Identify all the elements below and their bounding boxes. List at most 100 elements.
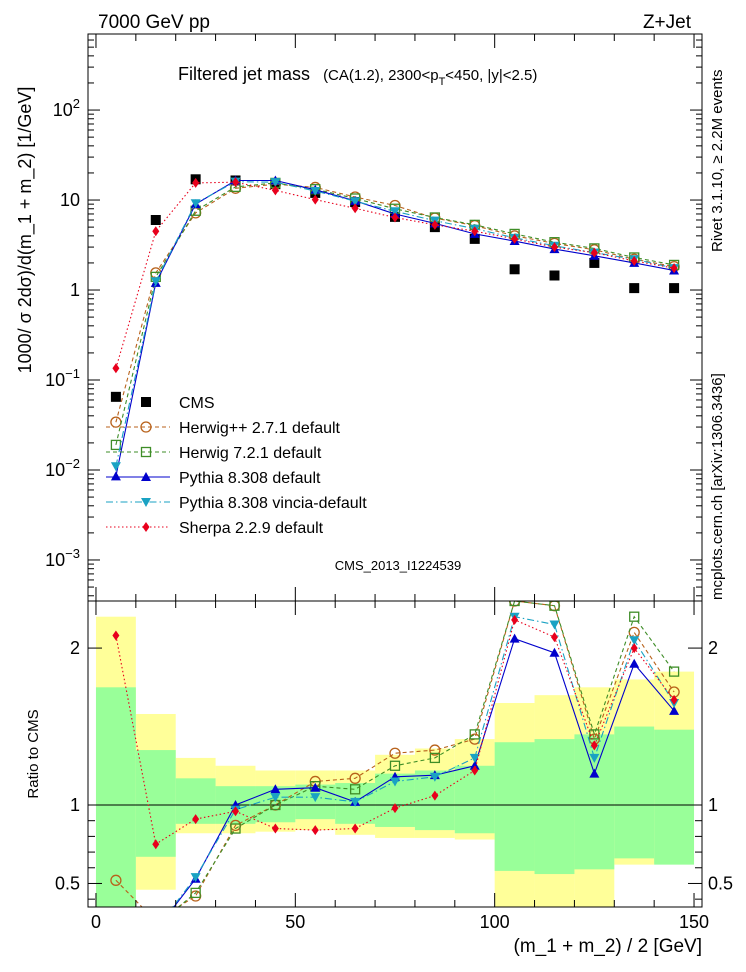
series-point-5-8: [431, 219, 439, 230]
ratio-point-3-11: [549, 647, 560, 657]
main-y-tick-label-3: 1: [70, 280, 80, 300]
ratio-point-5-11: [550, 632, 558, 643]
ratio-x-ticks: [95, 601, 695, 907]
ratio-point-4-7: [390, 777, 400, 787]
main-y-tick-label-5: 102: [53, 96, 80, 120]
ratio-point-2-10: [509, 601, 520, 607]
ratio-point-2-12: [589, 729, 600, 740]
legend-item-5: Sherpa 2.2.9 default: [106, 520, 324, 537]
series-point-5-12: [590, 247, 598, 258]
series-point-5-4: [271, 185, 279, 196]
x-tick-label-0: 0: [91, 912, 101, 932]
ratio-point-2-8: [429, 752, 441, 764]
ratio-point-5-12: [590, 740, 598, 751]
ratio-point-4-11: [549, 620, 560, 630]
ratio-point-5-6: [351, 823, 359, 834]
ratio-y-axis-label: Ratio to CMS: [25, 709, 42, 798]
ratio-point-5-14: [670, 694, 678, 705]
ratio-point-2-14: [668, 666, 680, 677]
ratio-point-3-4: [270, 784, 281, 794]
ratio-band-inner-14: [654, 729, 695, 865]
series-point-5-2: [192, 177, 200, 188]
ratio-y-tick-label-left-2: 2: [70, 638, 80, 658]
ratio-point-5-8: [431, 790, 439, 801]
chart-title-detail-suffix: <450, |y|<2.5): [445, 67, 537, 84]
series-line-1: [115, 183, 675, 423]
ratio-band-inner-0: [95, 687, 136, 907]
legend-label-2: Herwig 7.2.1 default: [179, 445, 322, 462]
ratio-point-3-12: [589, 768, 600, 778]
ratio-point-1-0: [110, 874, 122, 886]
ratio-band-inner-9: [454, 765, 495, 834]
ratio-panel: 0.5 0.5 1 1 2 2: [55, 600, 733, 908]
main-y-tick-label-4: 10: [60, 190, 80, 210]
series-point-5-7: [391, 212, 399, 223]
main-y-tick-label-0: 10−3: [45, 546, 80, 570]
ratio-y-tick-label-right-2: 2: [708, 638, 718, 658]
ratio-point-1-6: [349, 772, 361, 784]
ratio-point-4-5: [310, 793, 321, 803]
ratio-point-2-6: [349, 784, 361, 795]
legend: CMS Herwig++ 2.7.1 default Herwig 7.2.1 de…: [106, 395, 367, 537]
series-point-0-10: [509, 264, 520, 275]
x-tick-label-2: 100: [480, 912, 510, 932]
ratio-y-tick-label-left-0: 0.5: [55, 873, 80, 893]
ratio-point-4-4: [270, 793, 281, 803]
ratio-point-4-2: [190, 873, 201, 883]
legend-item-3: Pythia 8.308 default: [106, 470, 321, 487]
legend-item-1: Herwig++ 2.7.1 default: [106, 420, 341, 437]
x-tick-label-1: 50: [285, 912, 305, 932]
main-x-ticks: [95, 34, 695, 601]
series-point-3-0: [110, 471, 121, 481]
chart-title-main: Filtered jet mass: [178, 64, 310, 84]
series-point-0-14: [669, 283, 680, 294]
ratio-y-ticks: 0.5 0.5 1 1 2 2: [55, 638, 733, 900]
ratio-band-inner-10: [494, 742, 535, 871]
legend-marker-3: [141, 472, 151, 481]
legend-marker-5: [142, 522, 150, 532]
ratio-point-3-10: [509, 633, 520, 643]
chart-title-detail-sub: T: [439, 76, 446, 88]
ratio-point-1-8: [429, 744, 441, 756]
series-point-5-6: [351, 203, 359, 214]
legend-marker-1: [140, 421, 152, 433]
ratio-point-5-0: [112, 630, 120, 641]
legend-item-2: Herwig 7.2.1 default: [106, 445, 322, 462]
legend-label-0: CMS: [179, 395, 215, 412]
legend-label-3: Pythia 8.308 default: [179, 470, 321, 487]
series-point-5-1: [152, 226, 160, 237]
ratio-point-5-10: [511, 614, 519, 625]
series-point-0-9: [469, 233, 480, 244]
legend-marker-0: [141, 397, 151, 407]
ratio-point-3-9: [469, 760, 480, 770]
header-process: Z+Jet: [643, 12, 692, 33]
ratio-point-3-5: [310, 782, 321, 792]
series-point-0-12: [589, 257, 600, 268]
series-point-0-0: [110, 391, 121, 402]
legend-label-4: Pythia 8.308 vincia-default: [179, 495, 367, 512]
rivet-label: Rivet 3.1.10, ≥ 2.2M events: [709, 70, 726, 253]
ratio-y-tick-label-left-1: 1: [70, 795, 80, 815]
ratio-point-3-13: [629, 658, 640, 668]
series-point-0-13: [629, 283, 640, 294]
series-point-5-10: [511, 233, 519, 244]
series-point-4-1: [150, 277, 161, 287]
legend-item-0: CMS: [141, 395, 215, 412]
ratio-series-4: [172, 612, 680, 907]
ratio-point-2-9: [469, 729, 480, 740]
mcplots-label: mcplots.cern.ch [arXiv:1306.3436]: [709, 373, 726, 600]
chart-title-detail-lt: 0<p: [413, 67, 438, 84]
ratio-point-4-12: [589, 753, 600, 763]
legend-label-1: Herwig++ 2.7.1 default: [179, 420, 341, 437]
series-point-5-3: [232, 177, 240, 188]
series-point-5-5: [311, 194, 319, 205]
ratio-series-line-2: [177, 601, 675, 907]
ratio-band-inner-1: [135, 750, 176, 857]
series-point-4-5: [310, 186, 321, 196]
series-point-5-13: [630, 256, 638, 267]
series-point-5-0: [112, 363, 120, 374]
header-energy: 7000 GeV pp: [98, 12, 210, 33]
ratio-point-5-9: [471, 765, 479, 776]
ratio-point-5-13: [630, 643, 638, 654]
